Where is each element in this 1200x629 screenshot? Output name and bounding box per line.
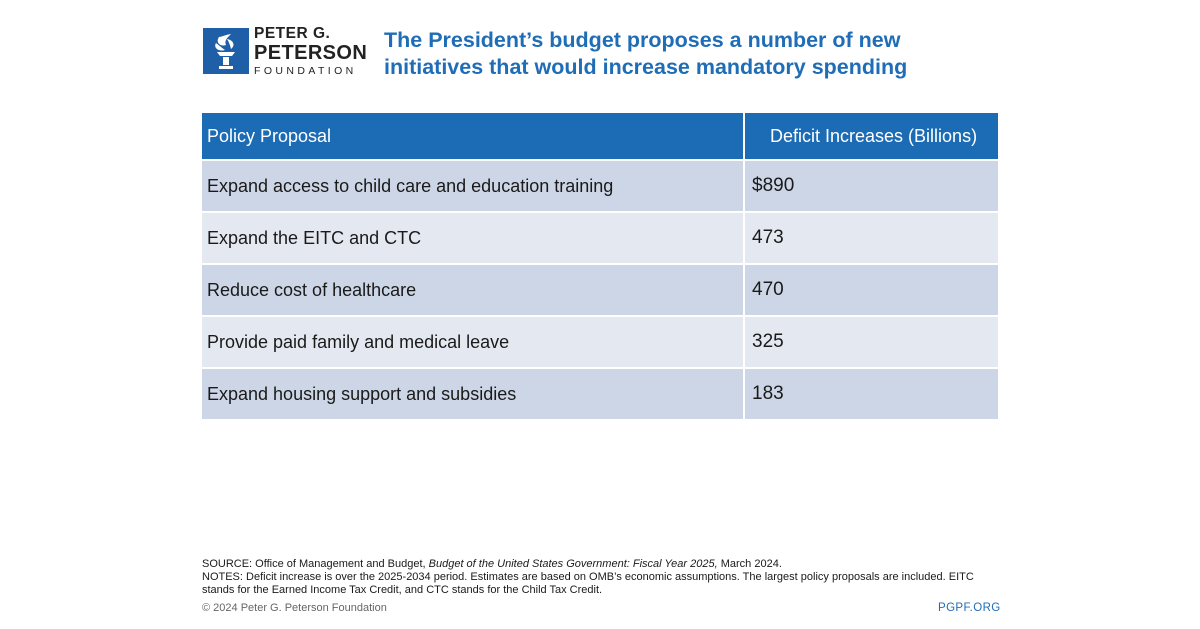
website-link[interactable]: PGPF.ORG [938,602,1001,614]
proposal-cell: Expand access to child care and educatio… [202,160,745,212]
source-prefix: SOURCE: Office of Management and Budget, [202,558,429,570]
notes-text: NOTES: Deficit increase is over the 2025… [202,571,974,596]
value-cell: 325 [744,316,998,368]
logo-line-1: PETER G. [254,25,331,42]
table-header-row: Policy Proposal Deficit Increases (Billi… [202,113,998,160]
table-row: Expand access to child care and educatio… [202,160,998,212]
foundation-logo: PETER G. PETERSON FOUNDATION [203,26,367,76]
header-policy-proposal: Policy Proposal [202,113,745,160]
value-cell: 470 [744,264,998,316]
value-cell: 473 [744,212,998,264]
source-note: SOURCE: Office of Management and Budget,… [202,558,998,571]
proposal-cell: Expand housing support and subsidies [202,368,745,419]
source-suffix: March 2024. [717,558,782,570]
value-cell: $890 [744,160,998,212]
proposal-cell: Provide paid family and medical leave [202,316,745,368]
header-deficit-increases: Deficit Increases (Billions) [744,113,998,160]
logo-line-3: FOUNDATION [254,64,357,77]
copyright: © 2024 Peter G. Peterson Foundation [202,602,387,614]
proposal-cell: Reduce cost of healthcare [202,264,745,316]
budget-proposals-table: Policy Proposal Deficit Increases (Billi… [202,113,998,419]
source-title: Budget of the United States Government: … [428,558,718,570]
logo-line-2: PETERSON [254,41,368,64]
table-row: Provide paid family and medical leave 32… [202,316,998,368]
torch-logo-icon [203,28,249,74]
table-row: Expand the EITC and CTC 473 [202,212,998,264]
table-row: Reduce cost of healthcare 470 [202,264,998,316]
page-title: The President’s budget proposes a number… [384,28,908,79]
logo-wordmark: PETER G. PETERSON FOUNDATION [254,26,367,76]
footnotes: SOURCE: Office of Management and Budget,… [202,558,998,597]
proposal-cell: Expand the EITC and CTC [202,212,745,264]
table-row: Expand housing support and subsidies 183 [202,368,998,419]
value-cell: 183 [744,368,998,419]
